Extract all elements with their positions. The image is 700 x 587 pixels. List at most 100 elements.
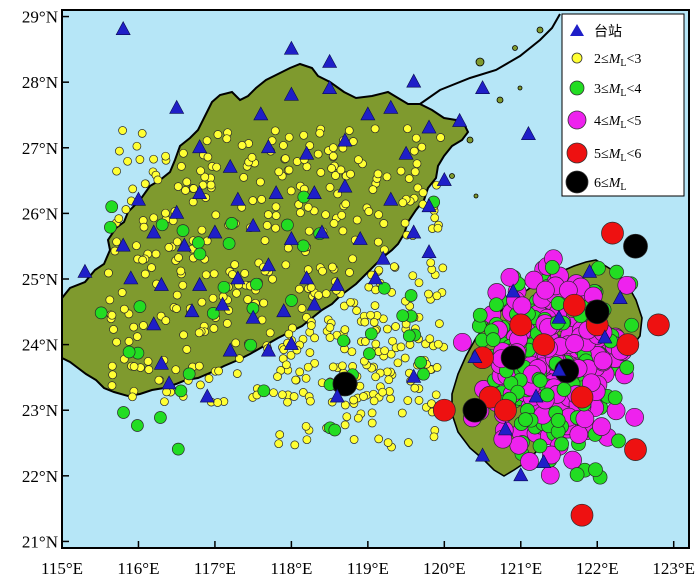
station-marker	[421, 119, 437, 134]
quake-m2	[433, 339, 443, 349]
quake-m2	[231, 338, 241, 348]
quake-m2	[182, 345, 192, 354]
quake-m2	[123, 156, 132, 166]
quake-m2	[331, 171, 340, 180]
quake-m2	[135, 155, 145, 164]
legend-m2-icon	[571, 52, 583, 64]
station-marker	[222, 158, 238, 173]
quake-m2	[197, 297, 207, 307]
quake-m2	[435, 319, 444, 328]
quake-m2	[374, 265, 384, 275]
quake-m3	[217, 280, 231, 294]
quake-m2	[386, 349, 396, 359]
quake-m5	[478, 385, 502, 409]
quake-m2	[313, 149, 323, 159]
quake-m2	[132, 332, 142, 341]
quake-m2	[396, 166, 406, 176]
quake-m5	[570, 503, 594, 527]
quake-m2	[112, 237, 121, 247]
quake-m2	[391, 322, 400, 331]
quake-m2	[360, 337, 370, 346]
quake-m2	[209, 324, 219, 333]
quake-m2	[115, 146, 124, 156]
quake-m2	[283, 397, 292, 407]
quake-m2	[153, 175, 163, 185]
quake-m3	[285, 294, 298, 307]
legend-m5-icon	[566, 142, 588, 164]
station-marker	[375, 250, 391, 265]
quake-m2	[432, 363, 442, 372]
quake-m2	[400, 353, 410, 363]
quake-m2	[380, 245, 389, 255]
quake-m2	[380, 346, 389, 356]
quake-m2	[273, 372, 282, 381]
quake-m2	[299, 130, 309, 140]
quake-m2	[386, 394, 395, 403]
quake-m4	[536, 280, 555, 300]
legend-m3-icon	[569, 80, 585, 96]
quake-m2	[342, 412, 352, 422]
station-marker	[452, 112, 468, 127]
x-tick-label: 119°E	[347, 559, 389, 578]
quake-m2	[284, 132, 294, 142]
quake-m2	[214, 366, 223, 376]
quake-m2	[373, 237, 383, 247]
station-marker	[115, 237, 131, 252]
quake-m2	[149, 154, 158, 164]
quake-m2	[352, 215, 362, 225]
quake-m2	[341, 199, 351, 209]
quake-m2	[112, 166, 121, 176]
quake-m2	[374, 434, 384, 444]
quake-m4	[575, 409, 595, 429]
quake-m2	[409, 146, 419, 156]
station-marker	[230, 191, 246, 206]
quake-m4	[569, 425, 589, 444]
quake-m3	[257, 384, 271, 398]
quake-m2	[206, 180, 216, 190]
quake-m2	[366, 310, 375, 320]
station-marker	[283, 86, 299, 101]
legend-m5-label: 5≤ML<6	[594, 147, 641, 164]
station-marker	[406, 73, 422, 88]
x-tick-label: 121°E	[499, 559, 542, 578]
quake-m3	[182, 367, 196, 381]
quake-m2	[222, 134, 232, 144]
station-marker	[192, 276, 208, 291]
quake-m2	[408, 271, 418, 281]
quake-m2	[107, 310, 117, 320]
quake-m3	[414, 356, 428, 369]
quake-m2	[430, 213, 440, 223]
quake-m3	[105, 200, 119, 214]
quake-m2	[325, 333, 335, 342]
quake-m2	[196, 380, 205, 390]
quake-m3	[193, 247, 207, 261]
station-markers	[77, 21, 628, 482]
quake-m2	[410, 167, 420, 177]
quake-m2	[340, 420, 350, 430]
quake-m2	[274, 167, 284, 177]
quake-m2	[383, 324, 392, 334]
quake-m2	[284, 329, 294, 339]
quake-m5	[509, 313, 533, 337]
quake-m3	[296, 239, 310, 253]
quake-m2	[306, 321, 316, 330]
quake-m6	[584, 299, 610, 325]
quake-m2	[109, 325, 118, 334]
quake-m2	[404, 174, 414, 183]
quake-m2	[263, 210, 273, 219]
quake-m2	[176, 266, 186, 276]
quake-m3	[609, 264, 624, 280]
station-marker	[115, 21, 131, 35]
quake-m6	[500, 345, 526, 371]
station-marker	[146, 224, 162, 239]
quake-m2	[370, 301, 380, 310]
island	[473, 193, 479, 199]
station-marker	[322, 53, 338, 68]
y-tick-label: 21°N	[22, 532, 58, 551]
quake-m2	[303, 202, 313, 212]
quake-m2	[426, 258, 436, 268]
quake-m2	[286, 350, 296, 360]
quake-m2	[310, 333, 319, 343]
station-marker	[77, 263, 93, 278]
quake-m2	[132, 141, 142, 151]
